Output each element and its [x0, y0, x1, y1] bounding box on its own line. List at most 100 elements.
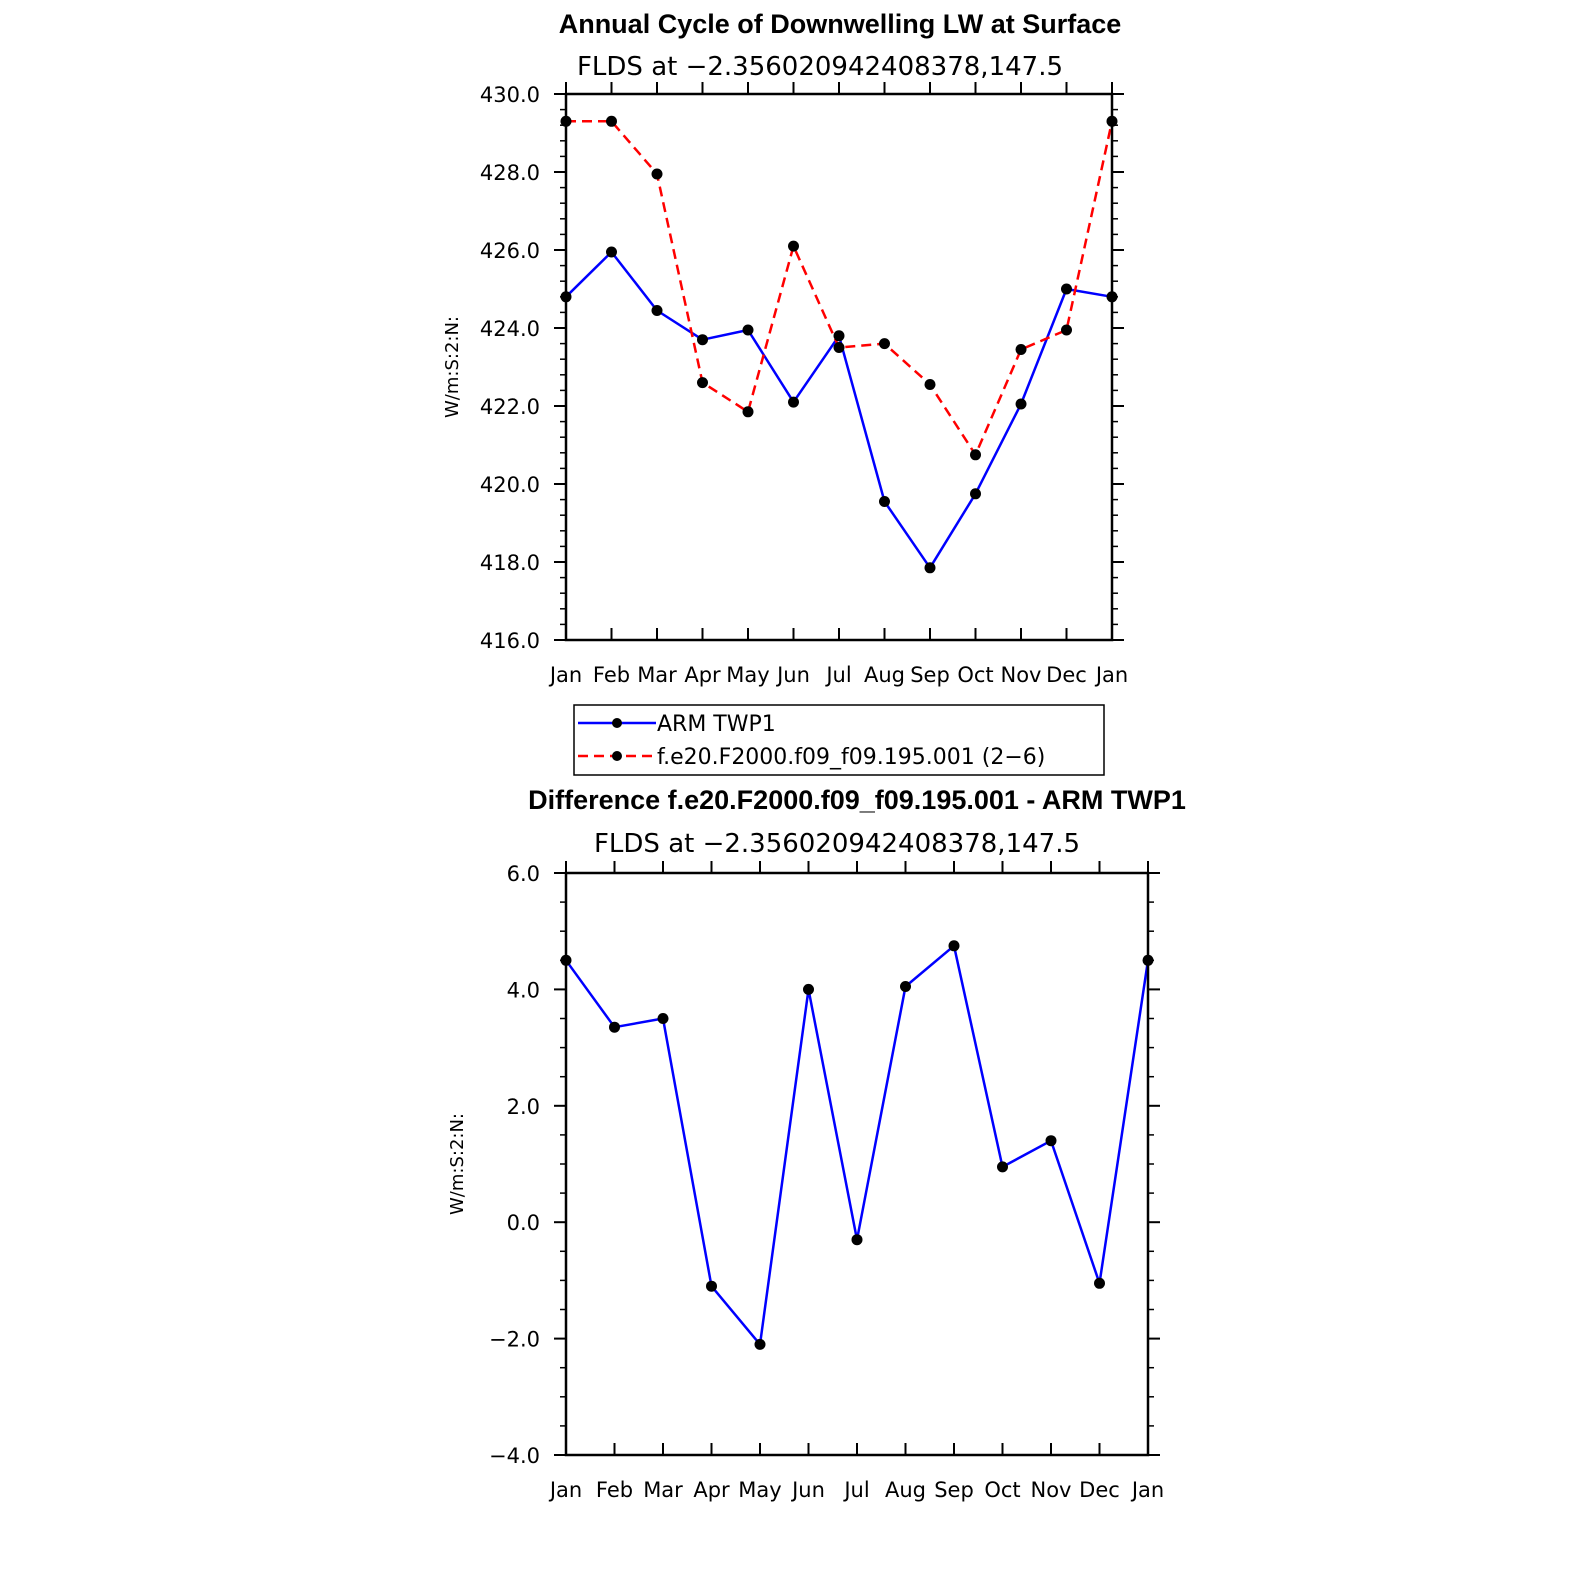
x-tick-label: Jan	[548, 663, 582, 687]
y-tick-label: 430.0	[480, 83, 540, 107]
legend-label-model: f.e20.F2000.f09_f09.195.001 (2−6)	[657, 745, 1045, 770]
x-tick-label: Mar	[637, 663, 677, 687]
x-tick-label: Jan	[548, 1478, 582, 1502]
legend: ARM TWP1 f.e20.F2000.f09_f09.195.001 (2−…	[573, 704, 1105, 776]
data-point	[657, 1013, 669, 1024]
data-point	[879, 338, 890, 350]
data-point	[970, 488, 981, 500]
data-point	[1015, 344, 1027, 355]
series-line-0	[564, 944, 1150, 1346]
x-tick-label: Oct	[984, 1478, 1020, 1502]
chart-title: Difference f.e20.F2000.f09_f09.195.001 -…	[528, 785, 1186, 815]
x-tick-label: Jan	[1094, 663, 1128, 687]
series-points	[560, 115, 1118, 574]
x-tick-label: Sep	[934, 1478, 974, 1502]
y-axis-label: W/m:S:2:N:	[447, 1113, 468, 1215]
x-tick-label: Jun	[775, 663, 810, 687]
difference-chart: Difference f.e20.F2000.f09_f09.195.001 -…	[447, 785, 1186, 1502]
x-tick-label: Dec	[1079, 1478, 1120, 1502]
data-point	[609, 1021, 620, 1033]
y-tick-label: 426.0	[480, 239, 540, 263]
chart-subtitle: FLDS at −2.356020942408378,147.5	[577, 52, 1063, 82]
x-tick-label: Sep	[910, 663, 950, 687]
x-tick-label: Nov	[1001, 663, 1042, 687]
data-point	[924, 562, 936, 574]
annual-cycle-chart: Annual Cycle of Downwelling LW at Surfac…	[442, 9, 1128, 687]
data-point	[879, 496, 890, 507]
y-tick-label: 418.0	[480, 551, 540, 575]
x-tick-label: Aug	[885, 1478, 926, 1502]
data-point	[851, 1234, 863, 1246]
data-point	[1045, 1135, 1057, 1147]
y-tick-label: −2.0	[489, 1328, 540, 1352]
y-tick-label: 422.0	[480, 395, 540, 419]
legend-box	[573, 704, 1105, 776]
x-tick-label: Jul	[842, 1478, 869, 1502]
data-point	[742, 324, 754, 336]
series-lines	[564, 944, 1150, 1346]
x-tick-label: Aug	[864, 663, 905, 687]
x-tick-label: Dec	[1046, 663, 1087, 687]
x-tick-label: May	[726, 663, 769, 687]
x-tick-label: Jul	[824, 663, 851, 687]
data-point	[924, 379, 936, 390]
legend-marker-model	[612, 751, 622, 761]
y-tick-label: 4.0	[507, 978, 540, 1002]
data-point	[606, 246, 617, 258]
data-point	[697, 377, 708, 389]
plot-frame	[564, 92, 1114, 642]
series-points	[560, 940, 1154, 1350]
x-tick-label: Apr	[693, 1478, 730, 1502]
x-tick-label: Nov	[1031, 1478, 1072, 1502]
data-point	[970, 449, 981, 461]
x-tick-label: Jan	[1130, 1478, 1164, 1502]
data-point	[1015, 398, 1027, 410]
data-point	[788, 240, 799, 252]
data-point	[803, 983, 814, 995]
tick-layer: Jan Feb Mar Apr May Jun Jul Aug Sep Oct Nov Dec Jan 4…	[480, 82, 1128, 687]
data-point	[948, 940, 960, 952]
plot-frame	[564, 871, 1150, 1457]
data-point	[742, 406, 754, 418]
legend-entry-model: f.e20.F2000.f09_f09.195.001 (2−6)	[578, 745, 1045, 770]
data-point	[706, 1280, 717, 1292]
y-tick-label: 6.0	[507, 862, 540, 886]
data-point	[754, 1338, 766, 1350]
data-point	[651, 305, 663, 316]
series-line-1	[566, 120, 1114, 457]
y-tick-label: 420.0	[480, 473, 540, 497]
legend-entry-arm: ARM TWP1	[578, 712, 776, 737]
chart-title: Annual Cycle of Downwelling LW at Surfac…	[559, 9, 1122, 39]
data-point	[788, 396, 799, 408]
y-tick-label: 2.0	[507, 1095, 540, 1119]
y-axis-label: W/m:S:2:N:	[442, 316, 463, 418]
tick-layer: Jan Feb Mar Apr May Jun Jul Aug Sep Oct Nov Dec Jan−…	[489, 861, 1164, 1502]
data-point	[997, 1161, 1008, 1173]
y-tick-label: 0.0	[507, 1211, 540, 1235]
y-tick-label: 424.0	[480, 317, 540, 341]
x-tick-label: Apr	[684, 663, 721, 687]
legend-marker-arm	[612, 718, 622, 728]
data-point	[833, 330, 845, 342]
chart-subtitle: FLDS at −2.356020942408378,147.5	[594, 829, 1080, 859]
y-tick-label: 416.0	[480, 629, 540, 653]
x-tick-label: Oct	[957, 663, 993, 687]
data-point	[697, 334, 708, 346]
data-point	[900, 981, 911, 992]
x-tick-label: Mar	[643, 1478, 683, 1502]
series-line-0	[565, 250, 1113, 570]
x-tick-label: Feb	[593, 663, 630, 687]
x-tick-label: Feb	[596, 1478, 633, 1502]
data-point	[1094, 1277, 1105, 1289]
x-tick-label: May	[738, 1478, 781, 1502]
data-point	[651, 168, 663, 180]
data-point	[1061, 283, 1072, 295]
legend-label-arm: ARM TWP1	[657, 712, 776, 737]
x-tick-label: Jun	[790, 1478, 825, 1502]
y-tick-label: −4.0	[489, 1444, 540, 1468]
data-point	[606, 115, 617, 127]
y-tick-label: 428.0	[480, 161, 540, 185]
data-point	[833, 342, 845, 353]
data-point	[1061, 324, 1072, 336]
